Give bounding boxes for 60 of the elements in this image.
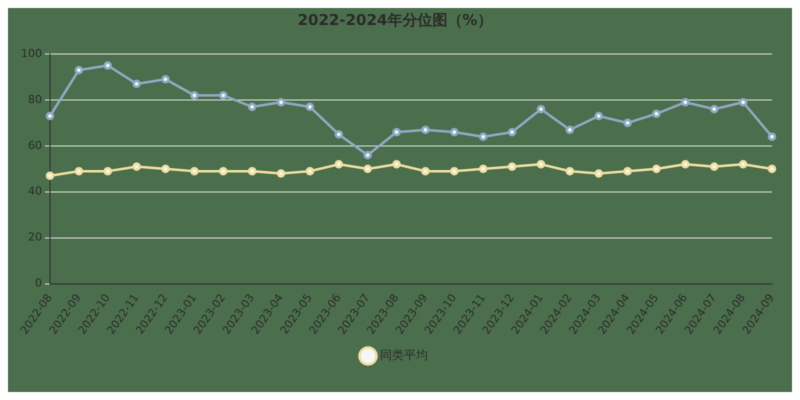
point <box>161 75 170 84</box>
point <box>104 166 112 176</box>
point <box>450 128 459 136</box>
point <box>306 166 314 176</box>
point <box>248 166 256 176</box>
point <box>190 91 199 100</box>
point <box>190 166 199 176</box>
point <box>421 166 430 176</box>
point <box>46 112 54 120</box>
point <box>623 166 632 176</box>
chart-title: 2022-2024年分位图（%） <box>298 10 492 29</box>
point <box>132 80 141 88</box>
point <box>219 91 228 100</box>
point <box>219 166 228 176</box>
point <box>450 166 459 176</box>
point <box>566 166 574 176</box>
point <box>334 130 344 139</box>
y-tick-label: 40 <box>28 184 42 198</box>
point <box>478 164 488 174</box>
point <box>478 132 488 141</box>
y-tick-label: 0 <box>34 276 42 290</box>
point <box>132 162 141 171</box>
point <box>421 126 430 134</box>
point <box>104 61 112 70</box>
point <box>392 128 401 136</box>
y-tick-label: 100 <box>20 46 42 60</box>
y-tick-label: 60 <box>28 138 42 152</box>
point <box>248 102 256 112</box>
point <box>276 98 286 107</box>
point <box>594 112 603 120</box>
point <box>74 166 84 176</box>
point <box>738 160 748 169</box>
point <box>681 98 690 107</box>
point <box>536 160 546 169</box>
point <box>392 160 401 169</box>
point <box>768 132 776 141</box>
y-tick-label: 80 <box>28 92 42 106</box>
point <box>681 160 690 169</box>
y-tick-label: 20 <box>28 230 42 244</box>
point <box>363 164 372 174</box>
point <box>594 169 603 178</box>
point <box>161 164 170 174</box>
point <box>276 169 286 178</box>
point <box>74 66 84 74</box>
point <box>566 126 574 134</box>
point <box>508 128 516 136</box>
point <box>710 104 718 114</box>
point <box>46 172 54 180</box>
point <box>623 118 632 128</box>
point <box>334 160 344 169</box>
point <box>652 109 661 118</box>
legend-label: 同类平均 <box>380 348 428 362</box>
point <box>768 164 776 174</box>
point <box>536 104 546 114</box>
point <box>652 164 661 174</box>
point <box>508 162 516 171</box>
point <box>306 102 314 112</box>
point <box>738 98 748 107</box>
point <box>710 162 718 171</box>
point <box>363 150 372 160</box>
